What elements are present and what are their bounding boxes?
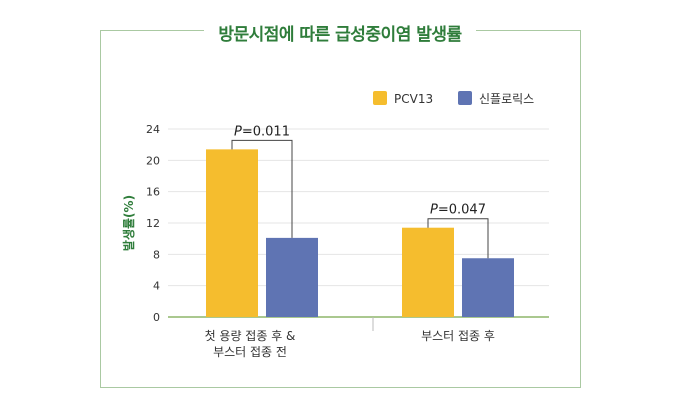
y-tick-label: 20 — [146, 154, 160, 167]
significance-bracket — [427, 218, 489, 259]
significance-bracket — [231, 139, 293, 238]
y-tick-label: 12 — [146, 217, 160, 230]
x-category-label: 부스터 접종 전 — [213, 345, 287, 359]
y-tick-label: 0 — [153, 311, 160, 324]
y-tick-label: 24 — [146, 123, 160, 136]
chart-title: 방문시점에 따른 급성중이염 발생률 — [204, 20, 476, 45]
x-category-label: 첫 용량 접종 후 & — [205, 329, 296, 343]
y-tick-label: 16 — [146, 186, 160, 199]
chart-frame — [100, 30, 581, 388]
x-category-label: 부스터 접종 후 — [421, 329, 495, 343]
legend-label: 신플로릭스 — [479, 92, 534, 106]
bar-pcv13 — [402, 227, 454, 317]
bar-synflorix — [462, 258, 514, 317]
bar-pcv13 — [206, 149, 258, 317]
y-tick-label: 4 — [153, 280, 160, 293]
legend-swatch-synflorix — [458, 91, 472, 105]
p-value-label: P=0.011 — [234, 124, 290, 139]
legend-swatch-pcv13 — [373, 91, 387, 105]
p-value-label: P=0.047 — [430, 203, 486, 218]
chart-title-wrap: 방문시점에 따른 급성중이염 발생률 — [0, 20, 680, 45]
y-tick-label: 8 — [153, 248, 160, 261]
bar-synflorix — [266, 237, 318, 317]
y-axis-label: 발생률(%) — [121, 195, 136, 251]
legend-label: PCV13 — [394, 92, 433, 106]
